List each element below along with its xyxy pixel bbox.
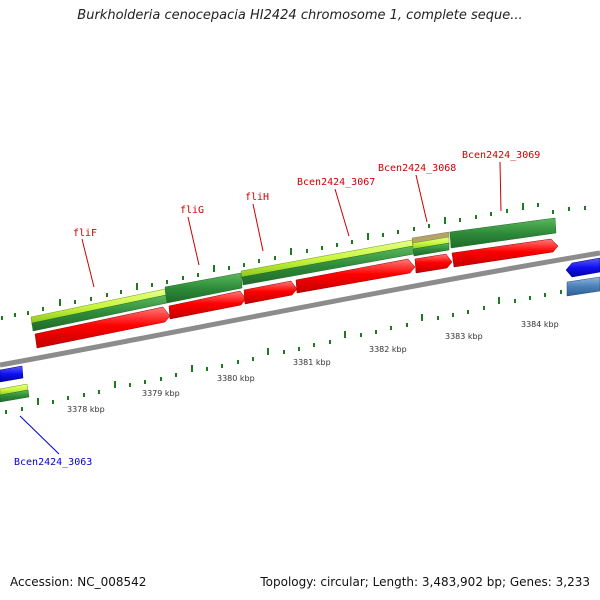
kbp-label-3381: 3381 kbp — [293, 358, 331, 367]
gene-label-bcen2424-3067[interactable]: Bcen2424_3067 — [297, 177, 375, 188]
kbp-label-3380: 3380 kbp — [217, 374, 255, 383]
map-title: Burkholderia cenocepacia HI2424 chromoso… — [77, 8, 523, 23]
feature-left-blue[interactable] — [0, 365, 24, 383]
gene-bar-3068-dark[interactable] — [412, 242, 450, 257]
cds-arrow-flif[interactable] — [34, 306, 171, 349]
gene-label-bcen2424-3068[interactable]: Bcen2424_3068 — [378, 163, 456, 174]
gene-bar-flig[interactable] — [164, 272, 243, 304]
cds-track — [34, 238, 559, 349]
kbp-label-3384: 3384 kbp — [521, 320, 559, 329]
feature-right-steel[interactable] — [566, 276, 600, 297]
gene-label-flif[interactable]: fliF — [73, 228, 97, 239]
plus-tick-track — [1, 203, 586, 320]
gene-label-flih[interactable]: fliH — [245, 192, 269, 203]
feature-left-dark[interactable] — [0, 389, 30, 403]
minus-tick-track — [5, 284, 593, 414]
leader-flig — [187, 216, 200, 266]
gene-label-bcen2424-3069[interactable]: Bcen2424_3069 — [462, 150, 540, 161]
cds-arrow-3067[interactable] — [295, 258, 416, 294]
kbp-label-3383: 3383 kbp — [445, 332, 483, 341]
leader-flif — [81, 238, 95, 288]
leader-3067 — [334, 188, 350, 237]
feature-right-blue[interactable] — [565, 257, 600, 278]
gene-label-flig[interactable]: fliG — [180, 205, 204, 216]
accession-text: Accession: NC_008542 — [10, 575, 147, 589]
kbp-label-3382: 3382 kbp — [369, 345, 407, 354]
gene-track — [30, 217, 557, 332]
kbp-label-3378: 3378 kbp — [67, 405, 105, 414]
leader-3063 — [19, 415, 60, 455]
cds-arrow-flig[interactable] — [168, 290, 247, 320]
cds-arrow-flih[interactable] — [243, 280, 298, 305]
cds-arrow-3069[interactable] — [451, 238, 559, 268]
gene-bar-3069[interactable] — [449, 217, 557, 249]
kbp-label-3379: 3379 kbp — [142, 389, 180, 398]
backbone-line — [0, 250, 600, 368]
leader-3068 — [415, 174, 428, 223]
genome-summary-text: Topology: circular; Length: 3,483,902 bp… — [260, 575, 590, 589]
leader-3069 — [499, 161, 502, 212]
gene-label-bcen2424-3063[interactable]: Bcen2424_3063 — [14, 457, 92, 468]
leader-flih — [252, 203, 264, 252]
cds-arrow-3068[interactable] — [414, 253, 453, 274]
